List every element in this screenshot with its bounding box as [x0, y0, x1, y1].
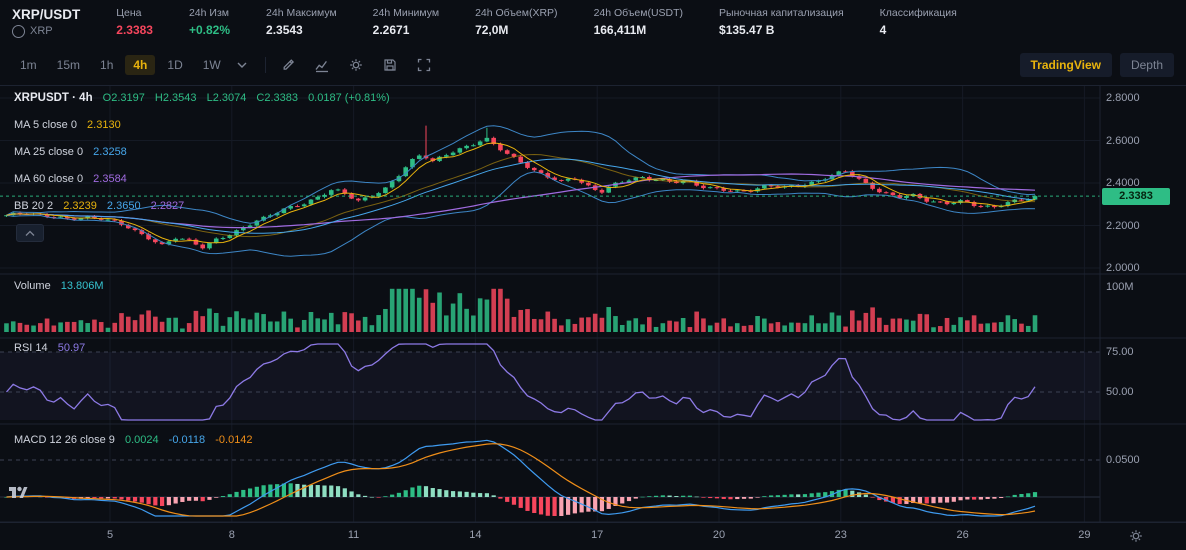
stat-volume-usdt: 24h Объем(USDT) 166,411M [593, 7, 684, 37]
time-axis-label: 23 [834, 529, 847, 541]
stat-low: 24h Минимум 2.2671 [372, 7, 440, 37]
xrp-coin-icon [12, 24, 25, 38]
depth-button[interactable]: Depth [1119, 52, 1174, 77]
tradingview-logo[interactable] [6, 478, 30, 507]
collapse-legend-button[interactable] [16, 224, 44, 242]
rsi-level-label: 50.00 [1106, 386, 1134, 398]
stat-volume-xrp: 24h Объем(XRP) 72,0M [475, 7, 558, 37]
last-price-badge: 2.3383 [1102, 188, 1170, 205]
chart-toolbar: 1m 15m 1h 4h 1D 1W Tra [0, 44, 1186, 86]
time-axis-label: 8 [228, 529, 235, 541]
chart-settings-gear-icon[interactable] [1128, 528, 1144, 549]
stat-classification: Классификация 4 [879, 7, 957, 37]
tradingview-button[interactable]: TradingView [1019, 52, 1112, 77]
macd-pane [0, 439, 1100, 517]
price-pane [4, 125, 1038, 257]
timeframe-dropdown-icon[interactable] [233, 61, 251, 69]
toolbar-divider [264, 56, 266, 73]
price-axis-label: 2.8000 [1106, 92, 1140, 104]
legend-ma5: MA 5 close 0 2.3130 [14, 119, 121, 131]
price-axis-label: 2.6000 [1106, 135, 1140, 147]
legend-close: C2.3383 [256, 92, 298, 104]
time-axis-label: 29 [1078, 529, 1091, 541]
legend-bb: BB 20 2 2.3239 2.3650 2.2827 [14, 200, 185, 212]
volume-legend: Volume 13.806M [14, 280, 104, 292]
stat-price: Цена 2.3383 [116, 7, 153, 37]
legend-open: O2.3197 [102, 92, 145, 104]
symbol-name: XRP/USDT [12, 6, 81, 22]
time-axis-label: 17 [591, 529, 604, 541]
price-axis-label: 2.2000 [1106, 220, 1140, 232]
time-axis-label: 14 [469, 529, 482, 541]
timeframe-1m[interactable]: 1m [20, 57, 37, 72]
timeframe-1h[interactable]: 1h [100, 57, 114, 72]
time-axis: 5 8 11 14 17 20 23 26 29 [0, 529, 1100, 549]
legend-high: H2.3543 [154, 92, 197, 104]
time-axis-label: 5 [106, 529, 114, 541]
symbol-base: XRP [30, 25, 53, 37]
symbol-block[interactable]: XRP/USDT XRP [12, 7, 80, 38]
legend-change: 0.0187 (+0.81%) [308, 92, 390, 104]
rsi-legend: RSI 14 50.97 [14, 342, 86, 354]
legend-ma60: MA 60 close 0 2.3584 [14, 173, 127, 185]
legend-ma25: MA 25 close 0 2.3258 [14, 146, 127, 158]
timeframe-1d[interactable]: 1D [167, 57, 183, 72]
volume-scale-label: 100M [1106, 281, 1134, 293]
macd-legend: MACD 12 26 close 9 0.0024 -0.0118 -0.014… [14, 434, 253, 446]
time-axis-label: 26 [956, 529, 969, 541]
timeframe-15m[interactable]: 15m [56, 57, 81, 72]
timeframe-4h[interactable]: 4h [125, 54, 156, 75]
timeframe-1w[interactable]: 1W [202, 57, 221, 72]
legend-low: L2.3074 [206, 92, 247, 104]
stat-high: 24h Максимум 2.3543 [266, 7, 337, 37]
volume-pane [4, 288, 1038, 332]
save-icon[interactable] [382, 57, 398, 73]
macd-scale-label: 0.0500 [1106, 454, 1140, 466]
header: XRP/USDT XRP Цена 2.3383 24h Изм +0.82% … [0, 0, 1186, 44]
stat-market-cap: Рыночная капитализация $135.47 B [719, 7, 844, 37]
indicator-icon[interactable] [314, 57, 330, 73]
rsi-pane [6, 343, 1036, 421]
draw-pencil-icon[interactable] [280, 57, 296, 73]
time-axis-bar[interactable] [0, 522, 1186, 550]
legend-symbol: XRPUSDT · 4h [14, 92, 93, 104]
time-axis-label: 20 [712, 529, 726, 541]
rsi-level-label: 75.00 [1106, 346, 1134, 358]
time-axis-label: 11 [347, 529, 360, 541]
price-axis-label: 2.4000 [1106, 177, 1140, 189]
gear-icon[interactable] [348, 57, 364, 73]
price-axis-label: 2.0000 [1106, 262, 1140, 274]
stat-change: 24h Изм +0.82% [188, 7, 231, 37]
fullscreen-icon[interactable] [416, 57, 432, 73]
chart-legend-ohlc: XRPUSDT · 4h O2.3197 H2.3543 L2.3074 C2.… [14, 92, 390, 104]
